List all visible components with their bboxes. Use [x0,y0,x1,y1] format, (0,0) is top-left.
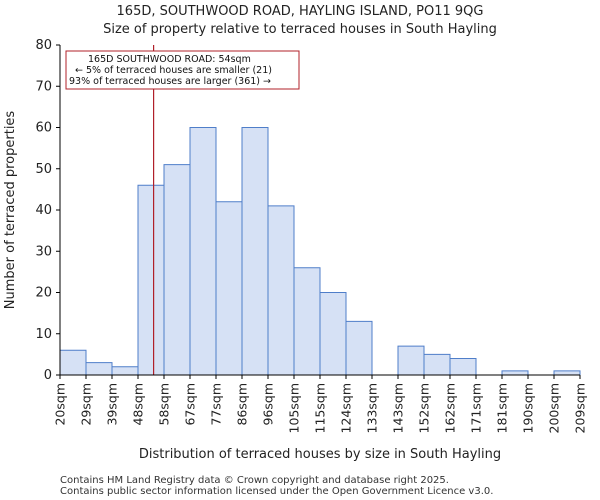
bar-20sqm [59,349,87,376]
x-tick-label: 209sqm [573,383,588,433]
bar-67sqm [189,127,217,376]
x-tick-label: 200sqm [547,383,562,433]
x-tick-label: 124sqm [339,383,354,433]
annotation-line-1: 165D SOUTHWOOD ROAD: 54sqm [88,54,251,65]
y-tick-label: 80 [35,38,52,53]
x-tick-label: 152sqm [417,383,432,433]
y-tick-label: 50 [35,162,52,177]
x-axis-label: Distribution of terraced houses by size … [139,447,501,462]
x-tick-label: 162sqm [443,383,458,433]
annotation-line-2: ← 5% of terraced houses are smaller (21) [75,65,272,76]
x-tick-label: 171sqm [469,383,484,433]
x-tick-label: 58sqm [157,383,172,426]
y-tick-label: 10 [35,327,52,342]
x-tick-label: 115sqm [313,383,328,433]
x-tick-label: 48sqm [131,383,146,426]
y-tick-label: 30 [35,244,52,259]
footer-licence: Contains public sector information licen… [60,486,494,497]
bar-96sqm [267,205,295,376]
y-tick-label: 40 [35,203,52,218]
chart-title: 165D, SOUTHWOOD ROAD, HAYLING ISLAND, PO… [116,4,484,19]
bar-181sqm [501,370,529,376]
axes-group: 0 10 20 30 40 50 60 70 80 20sqm 29sqm 39sqm 48sqm 58s… [3,38,588,462]
x-tick-label: 133sqm [365,383,380,433]
bar-39sqm [111,366,139,376]
y-tick-label: 70 [35,79,52,94]
x-tick-label: 39sqm [105,383,120,426]
bar-152sqm [423,353,451,376]
x-tick-label: 29sqm [79,383,94,426]
bar-124sqm [345,320,373,376]
x-tick-label: 181sqm [495,383,510,433]
annotation-line-3: 93% of terraced houses are larger (361) … [69,76,271,87]
bar-200sqm [553,370,581,376]
x-tick-label: 105sqm [287,383,302,433]
bar-29sqm [85,362,113,376]
x-tick-label: 190sqm [521,383,536,433]
bar-58sqm [163,164,191,376]
y-axis-label: Number of terraced properties [3,111,18,310]
x-tick-label: 86sqm [235,383,250,426]
bar-115sqm [319,292,347,376]
bar-105sqm [293,267,321,376]
y-tick-label: 0 [44,368,52,383]
annotation-box [65,50,300,90]
x-tick-label: 77sqm [209,383,224,426]
footer-copyright: Contains HM Land Registry data © Crown c… [60,475,449,486]
bar-77sqm [215,201,243,376]
bar-86sqm [241,127,269,376]
x-tick-label: 96sqm [261,383,276,426]
bars-group [59,127,581,376]
x-tick-label: 67sqm [183,383,198,426]
bar-162sqm [449,358,477,376]
histogram-chart: 0 10 20 30 40 50 60 70 80 20sqm 29sqm 39sqm 48sqm 58s… [3,38,588,462]
bar-143sqm [397,345,425,376]
y-tick-label: 60 [35,121,52,136]
chart-subtitle: Size of property relative to terraced ho… [103,22,497,37]
bar-48sqm [137,184,165,376]
y-tick-label: 20 [35,286,52,301]
x-tick-label: 143sqm [391,383,406,433]
annotation-group: 165D SOUTHWOOD ROAD: 54sqm← 5% of terrac… [65,50,300,90]
x-tick-label: 20sqm [53,383,68,426]
